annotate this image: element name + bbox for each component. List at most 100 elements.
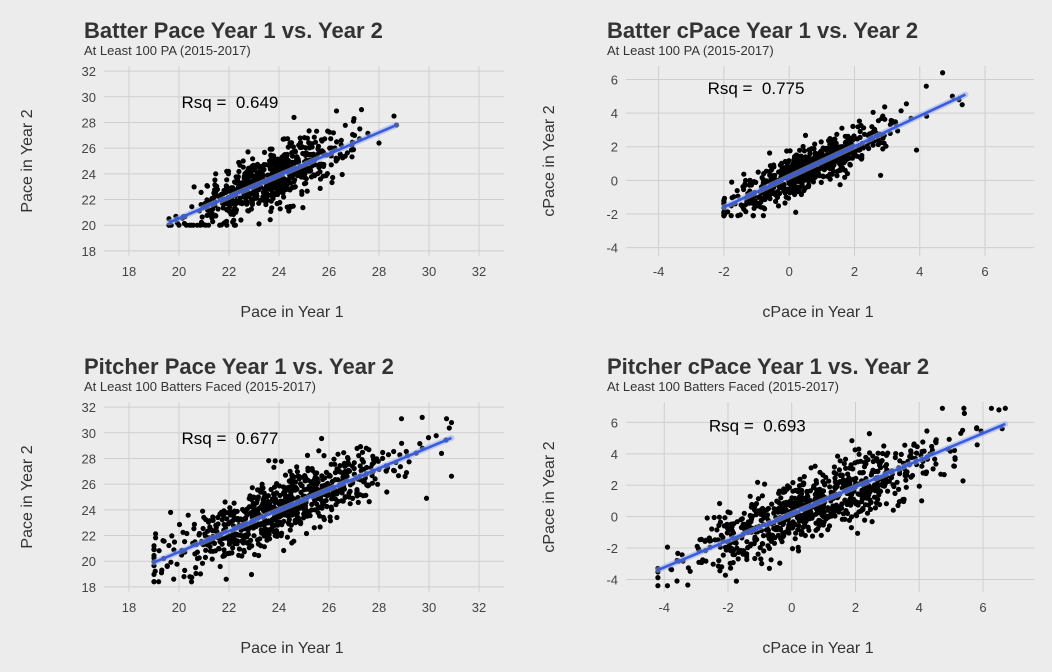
scatter-point: [724, 521, 730, 528]
scatter-point: [806, 178, 812, 184]
scatter-point: [174, 561, 180, 567]
scatter-point: [232, 222, 238, 228]
scatter-point: [244, 201, 250, 207]
scatter-point: [200, 508, 206, 514]
scatter-point: [812, 156, 818, 162]
scatter-point: [291, 114, 297, 120]
scatter-point: [883, 452, 890, 458]
y-tick-label: 26: [82, 477, 96, 492]
scatter-point: [210, 548, 216, 554]
scatter-point: [837, 182, 843, 188]
x-tick-label: 28: [372, 600, 386, 615]
scatter-point: [664, 544, 671, 550]
scatter-point: [749, 501, 755, 508]
scatter-point: [839, 516, 845, 522]
y-tick-label: 6: [611, 415, 618, 430]
x-tick-label: -4: [658, 600, 670, 615]
scatter-point: [875, 118, 882, 124]
scatter-point: [919, 463, 925, 469]
scatter-point: [839, 125, 845, 131]
scatter-point: [286, 517, 292, 523]
scatter-point: [282, 472, 289, 478]
scatter-point: [320, 476, 326, 483]
scatter-point: [843, 478, 850, 484]
scatter-point: [357, 463, 363, 469]
scatter-point: [350, 131, 356, 138]
scatter-point: [716, 514, 723, 520]
scatter-point: [697, 537, 703, 543]
scatter-point: [781, 170, 787, 176]
scatter-point: [804, 499, 810, 505]
scatter-point: [882, 116, 888, 122]
scatter-point: [446, 425, 452, 431]
scatter-point: [244, 540, 250, 546]
scatter-point: [837, 479, 843, 485]
scatter-point: [755, 496, 762, 502]
scatter-point: [940, 70, 946, 76]
scatter-point: [859, 487, 865, 493]
scatter-point: [342, 494, 348, 500]
scatter-point: [236, 546, 242, 552]
scatter-point: [852, 447, 858, 453]
scatter-point: [348, 147, 355, 153]
scatter-point: [853, 512, 859, 518]
scatter-point: [156, 579, 162, 585]
scatter-point: [816, 492, 822, 499]
scatter-point: [758, 517, 764, 524]
y-axis-label: Pace in Year 2: [19, 445, 36, 548]
scatter-point: [863, 454, 869, 460]
scatter-point: [419, 414, 425, 420]
scatter-point: [357, 126, 363, 132]
scatter-point: [298, 489, 304, 495]
scatter-point: [223, 218, 230, 224]
scatter-point: [885, 488, 891, 494]
scatter-point: [168, 559, 174, 565]
scatter-point: [960, 478, 966, 484]
x-axis-label: cPace in Year 1: [762, 304, 873, 321]
scatter-point: [225, 550, 231, 557]
scatter-point: [243, 195, 249, 201]
scatter-point: [324, 171, 330, 177]
scatter-point: [776, 190, 783, 197]
scatter-point: [857, 128, 863, 135]
scatter-point: [818, 139, 824, 145]
scatter-point: [737, 212, 743, 218]
scatter-point: [294, 157, 300, 163]
scatter-point: [293, 484, 299, 491]
scatter-point: [793, 500, 799, 506]
scatter-point: [795, 487, 802, 493]
scatter-point: [838, 156, 844, 162]
scatter-point: [738, 547, 744, 554]
scatter-point: [827, 171, 833, 177]
scatter-point: [933, 461, 939, 467]
scatter-point: [258, 543, 264, 549]
scatter-point: [328, 461, 334, 467]
scatter-point: [249, 510, 255, 516]
scatter-point: [208, 527, 214, 533]
x-axis-label: Pace in Year 1: [240, 304, 343, 321]
scatter-point: [193, 565, 199, 571]
scatter-point: [726, 526, 732, 532]
scatter-point: [782, 200, 788, 206]
scatter-point: [198, 189, 204, 195]
scatter-point: [237, 162, 243, 168]
scatter-point: [251, 533, 257, 539]
x-tick-label: 4: [916, 264, 923, 279]
scatter-point: [939, 405, 946, 411]
scatter-point: [740, 204, 746, 210]
scatter-point: [398, 416, 405, 422]
scatter-point: [317, 176, 324, 182]
scatter-point: [933, 440, 939, 446]
scatter-point: [786, 187, 792, 194]
scatter-point: [807, 151, 813, 157]
scatter-point: [961, 410, 968, 416]
scatter-point: [875, 496, 881, 503]
y-tick-label: 18: [82, 580, 96, 595]
x-tick-label: 32: [472, 600, 486, 615]
scatter-point: [837, 504, 843, 510]
scatter-point: [322, 498, 328, 504]
scatter-point: [727, 548, 734, 554]
scatter-point: [299, 191, 305, 197]
scatter-point: [282, 512, 288, 518]
y-tick-label: 2: [611, 140, 618, 155]
